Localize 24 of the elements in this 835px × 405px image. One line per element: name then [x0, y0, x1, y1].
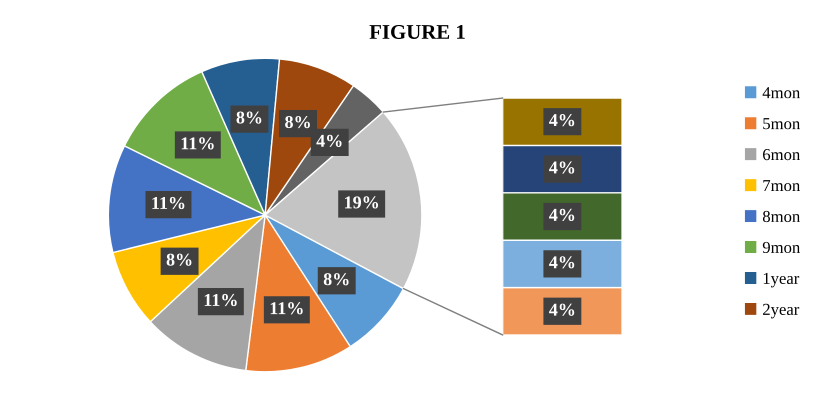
data-label: 11% — [270, 302, 303, 314]
legend-label: 8mon — [762, 210, 800, 222]
legend-label: 2year — [763, 304, 800, 318]
legend-label: 4mon — [762, 87, 800, 98]
data-label: 4% — [549, 304, 574, 316]
legend-label: 6mon — [763, 149, 800, 160]
data-label: 8% — [166, 254, 192, 266]
legend-label: 7mon — [763, 180, 800, 192]
legend-label: 1year — [764, 272, 800, 288]
data-label: 11% — [152, 196, 184, 210]
data-label: 4% — [316, 134, 342, 147]
chart-title: FIGURE 1 — [370, 24, 465, 39]
data-label: 8% — [236, 111, 262, 124]
data-label: 19% — [345, 196, 378, 209]
data-label: 4% — [549, 256, 574, 268]
data-label: 11% — [182, 137, 214, 150]
data-label: 8% — [285, 116, 310, 128]
data-label: 4% — [549, 161, 574, 174]
data-label: 8% — [324, 273, 349, 286]
data-label: 4% — [549, 208, 574, 222]
legend-label: 5mon — [763, 118, 800, 130]
legend-label: 9mon — [762, 242, 800, 254]
data-label: 4% — [549, 114, 574, 126]
data-label: 11% — [204, 294, 237, 306]
